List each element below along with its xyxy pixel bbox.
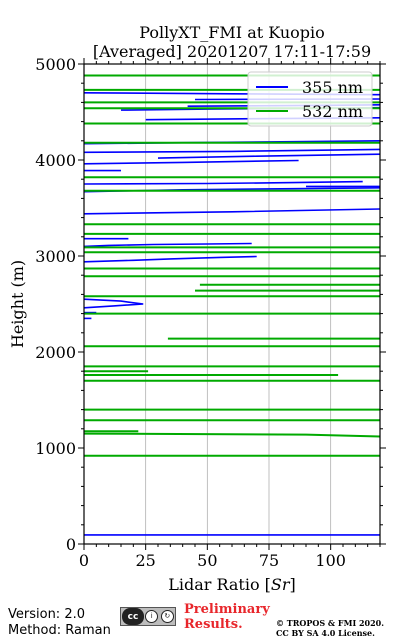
series-line: [83, 180, 363, 185]
gridlines: [145, 64, 332, 544]
x-tick-label: 25: [135, 551, 155, 570]
copyright-line-1: © TROPOS & FMI 2020.: [276, 618, 385, 628]
series-line: [157, 153, 381, 159]
copyright-line-2: CC BY SA 4.0 License.: [276, 628, 375, 638]
series-line: [83, 148, 381, 154]
y-tick-label: 1000: [35, 439, 76, 458]
series-line: [83, 432, 381, 438]
cc-icon: cc: [122, 608, 144, 625]
chart-title: PollyXT_FMI at Kuopio: [139, 23, 325, 42]
plot-frame: [83, 63, 381, 545]
version-text: Version: 2.0: [8, 607, 85, 622]
method-text: Method: Raman: [8, 623, 111, 638]
copyright-notice: © TROPOS & FMI 2020. CC BY SA 4.0 Licens…: [276, 618, 384, 638]
cc-license-badge: cc i ↻: [120, 607, 176, 626]
y-tick-label: 4000: [35, 151, 76, 170]
y-tick-label: 2000: [35, 343, 76, 362]
x-tick-label: 100: [315, 551, 346, 570]
y-tick-label: 5000: [35, 55, 76, 74]
series-line: [83, 298, 144, 309]
preliminary-line-1: Preliminary: [184, 602, 270, 617]
series-532-nm: [83, 74, 381, 457]
legend-box: [247, 71, 373, 127]
series-layer: [83, 74, 381, 536]
chart-subtitle: [Averaged] 20201207 17:11-17:59: [93, 42, 371, 61]
x-tick-label: 75: [259, 551, 279, 570]
x-tick-label: 50: [197, 551, 217, 570]
y-axis-label: Height (m): [8, 260, 27, 348]
legend: 355 nm 532 nm: [247, 71, 373, 127]
preliminary-results-notice: Preliminary Results.: [184, 602, 270, 632]
legend-label: 532 nm: [302, 102, 363, 121]
license-icons: i ↻: [144, 610, 175, 623]
series-line: [83, 255, 257, 263]
lidar-ratio-chart: PollyXT_FMI at Kuopio [Averaged] 2020120…: [8, 23, 386, 594]
x-axis-label: Lidar Ratio [Sr]: [168, 575, 296, 594]
series-line: [83, 208, 381, 215]
y-tick-label: 0: [66, 535, 76, 554]
series-line: [83, 242, 252, 248]
preliminary-line-2: Results.: [184, 617, 243, 632]
y-tick-label: 3000: [35, 247, 76, 266]
legend-label: 355 nm: [302, 78, 363, 97]
series-line: [83, 159, 299, 165]
footer-info: Version: 2.0 Method: Raman: [8, 607, 111, 639]
x-tick-label: 0: [79, 551, 89, 570]
info-icon: i: [145, 610, 159, 623]
share-alike-icon: ↻: [160, 610, 174, 623]
